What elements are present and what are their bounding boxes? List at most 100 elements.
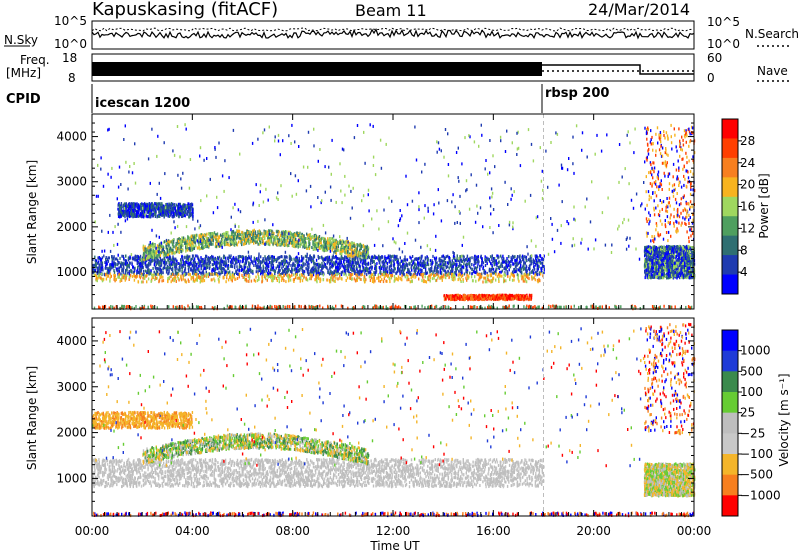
range-gate-cell (238, 229, 241, 233)
range-gate-cell (285, 261, 287, 265)
range-gate-cell (100, 261, 102, 265)
range-gate-cell (201, 238, 203, 242)
range-gate-cell (201, 241, 203, 245)
range-gate-cell (157, 206, 160, 210)
range-gate-cell (202, 246, 204, 250)
range-gate-cell (233, 234, 235, 238)
range-gate-cell (522, 267, 525, 271)
range-gate-cell (438, 257, 440, 261)
range-gate-cell (424, 261, 426, 265)
range-gate-cell (114, 257, 117, 261)
range-gate-cell (347, 254, 349, 258)
range-gate-cell (192, 265, 194, 269)
range-gate-cell (432, 272, 434, 276)
range-gate-cell (518, 268, 520, 272)
range-gate-cell (209, 242, 211, 246)
range-gate-cell (205, 236, 208, 240)
range-gate-cell (122, 212, 124, 216)
range-gate-cell (266, 258, 268, 262)
range-gate-cell (302, 271, 304, 275)
range-gate-cell (243, 234, 246, 238)
range-gate-cell (176, 242, 179, 246)
range-gate-cell (183, 261, 185, 264)
range-gate-cell (302, 269, 305, 273)
range-gate-cell (155, 272, 158, 276)
range-gate-cell (255, 235, 257, 239)
range-gate-cell (155, 206, 157, 210)
range-gate-cell (324, 242, 327, 246)
range-gate-cell (208, 232, 210, 236)
range-gate-cell (318, 246, 320, 250)
range-gate-cell (277, 257, 279, 260)
range-gate-cell (516, 273, 519, 277)
range-gate-cell (98, 263, 100, 267)
range-gate-cell (268, 229, 271, 233)
range-gate-cell (317, 242, 320, 246)
range-gate-cell (524, 255, 526, 259)
range-gate-cell (533, 271, 535, 275)
range-gate-cell (322, 258, 325, 262)
range-gate-cell (153, 262, 156, 266)
range-gate-cell (101, 256, 104, 260)
range-gate-cell (92, 267, 95, 270)
range-gate-cell (463, 259, 466, 263)
range-gate-cell (466, 271, 468, 274)
range-gate-cell (403, 265, 405, 269)
range-gate-cell (297, 270, 299, 273)
range-gate-cell (386, 256, 389, 260)
range-gate-cell (256, 240, 258, 244)
range-gate-cell (254, 239, 256, 243)
range-gate-cell (302, 262, 304, 266)
range-gate-cell (134, 257, 136, 261)
range-gate-cell (335, 251, 337, 255)
range-gate-cell (353, 270, 355, 274)
range-gate-cell (389, 264, 392, 268)
range-gate-cell (411, 255, 414, 258)
range-gate-cell (439, 267, 442, 271)
range-gate-cell (149, 245, 151, 249)
range-gate-cell (255, 270, 257, 274)
range-gate-cell (374, 262, 376, 266)
range-gate-cell (136, 214, 138, 218)
range-gate-cell (534, 271, 537, 275)
range-gate-cell (231, 236, 233, 239)
range-gate-cell (331, 263, 334, 267)
range-gate-cell (134, 266, 136, 270)
range-gate-cell (335, 260, 338, 264)
range-gate-cell (238, 269, 240, 273)
range-gate-cell (227, 237, 229, 241)
range-gate-cell (481, 259, 483, 263)
range-gate-cell (245, 269, 247, 273)
range-gate-cell (98, 267, 101, 270)
range-gate-cell (316, 269, 318, 273)
range-gate-cell (140, 213, 142, 217)
range-gate-cell (277, 233, 279, 237)
range-gate-cell (516, 260, 518, 264)
range-gate-cell (148, 214, 151, 218)
range-gate-cell (268, 265, 270, 269)
range-gate-cell (299, 244, 301, 248)
range-gate-cell (358, 262, 360, 266)
range-gate-cell (147, 214, 149, 218)
range-gate-cell (324, 265, 327, 269)
range-gate-cell (305, 241, 308, 245)
range-gate-cell (311, 246, 313, 249)
range-gate-cell (93, 263, 95, 267)
range-gate-cell (132, 209, 134, 213)
range-gate-cell (184, 269, 186, 273)
range-gate-cell (169, 266, 172, 270)
range-gate-cell (204, 266, 206, 270)
range-gate-cell (541, 264, 544, 268)
range-gate-cell (486, 259, 488, 263)
range-gate-cell (264, 257, 266, 261)
range-gate-cell (179, 269, 181, 273)
range-gate-cell (269, 256, 271, 260)
range-gate-cell (225, 259, 227, 263)
range-gate-cell (230, 265, 232, 268)
range-gate-cell (136, 262, 138, 265)
range-gate-cell (447, 262, 450, 266)
range-gate-cell (206, 261, 208, 265)
range-gate-cell (423, 260, 425, 264)
range-gate-cell (499, 265, 502, 269)
range-gate-cell (352, 268, 354, 272)
